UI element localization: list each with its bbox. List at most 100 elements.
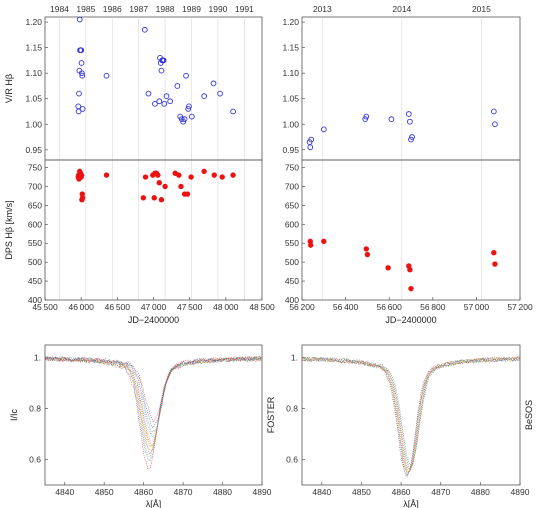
x-tick-label: 4890 [253, 487, 272, 497]
x-tick-label: 4840 [312, 487, 331, 497]
x-tick-label: 4860 [392, 487, 411, 497]
data-point [185, 106, 192, 112]
data-point [407, 118, 413, 125]
data-point [176, 172, 182, 178]
y-tick-label: 1.10 [25, 68, 42, 78]
data-point [409, 134, 415, 140]
data-point [217, 90, 223, 97]
data-point [78, 172, 85, 178]
year-tick-label: 1987 [129, 4, 148, 14]
spectrum-series [301, 356, 520, 470]
spectrum-series [44, 356, 262, 455]
data-point [188, 113, 195, 120]
data-point [201, 93, 207, 100]
year-tick-label: 2013 [313, 4, 332, 14]
y-tick-label: 0.8 [286, 404, 298, 414]
y-tick-label: 400 [285, 295, 299, 305]
spectrum-series [44, 356, 262, 452]
data-point [385, 265, 391, 271]
y-tick-label: 1.00 [282, 119, 299, 129]
y-tick-label: 1. [34, 353, 41, 363]
data-point [364, 251, 371, 258]
x-tick-label: 4870 [431, 487, 450, 497]
y-tick-label: 550 [285, 238, 299, 248]
spectrum-series [44, 355, 262, 424]
spectrum-series [44, 356, 262, 442]
year-tick-label: 1989 [182, 4, 201, 14]
data-point [156, 180, 162, 186]
panel-top-right [301, 16, 521, 300]
y-tick-label: 600 [285, 219, 299, 229]
y-tick-label: 600 [28, 219, 42, 229]
y-tick-label: 1.20 [282, 17, 299, 27]
data-point [178, 183, 184, 190]
data-point [362, 116, 369, 122]
spectrum-series [301, 356, 520, 476]
y-tick-label: 400 [28, 295, 42, 305]
x-tick-label: 4850 [95, 487, 114, 497]
y-tick-label: 500 [28, 257, 42, 267]
spectrum-series [44, 356, 262, 438]
x-tick-label: 56 800 [420, 302, 446, 312]
data-point [492, 121, 498, 128]
data-point [491, 250, 497, 256]
data-point [156, 98, 163, 105]
x-tick-label: 4860 [134, 487, 153, 497]
data-point [188, 174, 194, 180]
x-tick-label: 4840 [55, 487, 74, 497]
data-point [75, 108, 82, 115]
spectrum-series [44, 356, 262, 429]
data-point [407, 267, 413, 273]
x-axis-label: λ[Å] [146, 499, 162, 508]
x-tick-label: 4850 [352, 487, 371, 497]
x-tick-label: 56 600 [377, 302, 403, 312]
y-tick-label: 450 [28, 276, 42, 286]
spectrum-series [301, 356, 520, 469]
x-axis-label: JD−2400000 [385, 315, 436, 325]
y-tick-label: 1.00 [25, 119, 42, 129]
year-tick-label: 1984 [50, 4, 69, 14]
side-label: FOSTER [266, 396, 276, 433]
year-tick-label: 2014 [392, 4, 411, 14]
y-tick-label: 1.20 [25, 17, 42, 27]
panel-frame [44, 16, 263, 161]
data-point [308, 242, 314, 248]
x-axis-label: λ[Å] [403, 499, 419, 508]
spectrum-series [301, 356, 520, 470]
spectrum-series [301, 356, 520, 474]
data-point [492, 261, 498, 267]
panel-frame [301, 16, 521, 161]
data-point [163, 93, 170, 100]
panel-middle-right [301, 159, 521, 301]
data-point [76, 16, 83, 23]
side-label: BeSOS [524, 400, 534, 430]
y-tick-label: 750 [28, 163, 42, 173]
data-point [152, 100, 158, 107]
y-tick-label: 0.95 [25, 145, 42, 155]
data-point [158, 67, 165, 74]
y-tick-label: 700 [28, 181, 42, 191]
y-axis-label: I/Ic [9, 409, 19, 422]
x-tick-label: 56 400 [333, 302, 359, 312]
y-tick-label: 1.05 [25, 94, 42, 104]
y-axis-label: DPS Hβ [km/s] [4, 200, 14, 259]
x-tick-label: 56 200 [289, 302, 315, 312]
data-point [388, 116, 395, 122]
data-point [167, 98, 173, 105]
panel-bottom-right [301, 344, 521, 486]
year-tick-label: 2015 [472, 4, 491, 14]
data-point [79, 195, 86, 201]
spectrum-series [44, 356, 262, 457]
data-point [79, 72, 86, 79]
y-tick-label: 0.95 [282, 145, 299, 155]
data-point [103, 172, 110, 178]
data-point [140, 195, 147, 201]
y-tick-label: 450 [285, 276, 299, 286]
data-point [408, 285, 414, 292]
y-tick-label: 0.6 [29, 455, 41, 465]
x-tick-label: 4880 [471, 487, 490, 497]
x-tick-label: 47 500 [177, 302, 203, 312]
data-point [158, 197, 165, 203]
y-tick-label: 500 [285, 257, 299, 267]
